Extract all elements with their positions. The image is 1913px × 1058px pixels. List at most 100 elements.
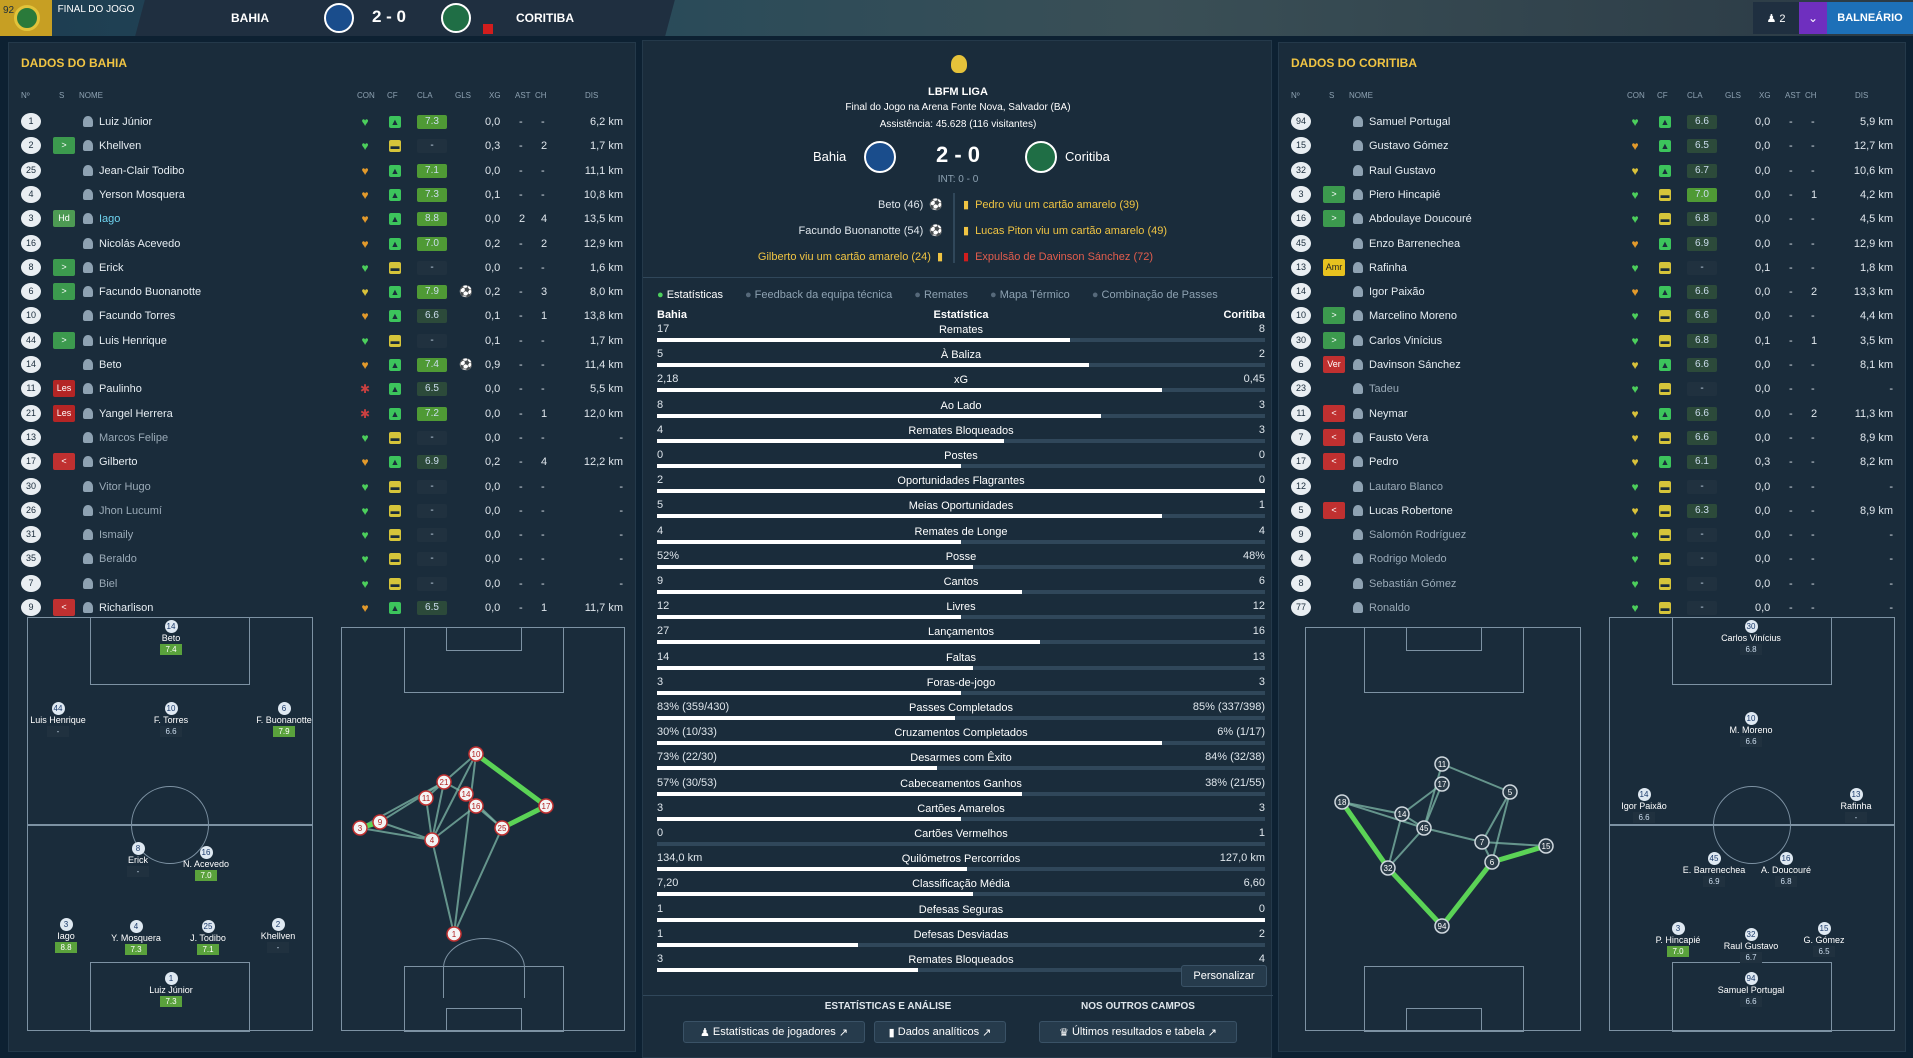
player-row[interactable]: 32 Raul Gustavo ♥ ▲ 6.7 0,0 - - 10,6 km [1279,161,1905,181]
player-name[interactable]: Paulinho [99,383,142,396]
player-row[interactable]: 13 Amr Rafinha ♥ ▬ - 0,1 - - 1,8 km [1279,258,1905,278]
player-name[interactable]: Salomón Rodríguez [1369,529,1467,542]
tab-0[interactable]: ● Estatísticas [657,289,723,301]
chevron-down-icon[interactable]: ⌄ [1799,2,1827,34]
player-row[interactable]: 4 Yerson Mosquera ♥ ▲ 7.3 0,1 - - 10,8 km [9,185,635,205]
tab-4[interactable]: ● Combinação de Passes [1091,289,1218,301]
header-cf[interactable]: CF [387,91,398,100]
player-row[interactable]: 94 Samuel Portugal ♥ ▲ 6.6 0,0 - - 5,9 km [1279,113,1905,132]
player-name[interactable]: Gilberto [99,456,138,469]
player-row[interactable]: 17 < Pedro ♥ ▲ 6.1 0,3 - - 8,2 km [1279,453,1905,472]
player-name[interactable]: Marcos Felipe [99,431,169,444]
player-row[interactable]: 8 Sebastián Gómez ♥ ▬ - 0,0 - - - [1279,574,1905,594]
formation-player[interactable]: 45 E. Barrenechea 6.9 [1679,852,1749,887]
formation-player[interactable]: 25 J. Todibo 7.1 [173,920,243,955]
player-name[interactable]: Lucas Robertone [1369,504,1453,517]
player-row[interactable]: 8 > Erick ♥ ▬ - 0,0 - - 1,6 km [9,258,635,278]
header-no[interactable]: Nº [21,91,30,100]
player-name[interactable]: Yangel Herrera [99,407,173,420]
player-row[interactable]: 25 Jean-Clair Todibo ♥ ▲ 7.1 0,0 - - 11,1 km [9,161,635,181]
player-row[interactable]: 1 Luiz Júnior ♥ ▲ 7.3 0,0 - - 6,2 km [9,113,635,132]
player-name[interactable]: Neymar [1369,407,1408,420]
player-name[interactable]: Raul Gustavo [1369,164,1436,177]
player-row[interactable]: 45 Enzo Barrenechea ♥ ▲ 6.9 0,0 - - 12,9 km [1279,234,1905,254]
latest-results-button[interactable]: ♛ Últimos resultados e tabela ↗ [1039,1021,1237,1043]
player-name[interactable]: Jean-Clair Todibo [99,164,185,177]
player-row[interactable]: 30 > Carlos Vinícius ♥ ▬ 6.8 0,1 - 1 3,5 km [1279,331,1905,351]
player-row[interactable]: 7 Biel ♥ ▬ - 0,0 - - - [9,574,635,594]
player-row[interactable]: 11 < Neymar ♥ ▲ 6.6 0,0 - 2 11,3 km [1279,404,1905,424]
header-dis[interactable]: DIS [585,91,599,100]
player-name[interactable]: Ronaldo [1369,602,1410,614]
player-row[interactable]: 14 Igor Paixão ♥ ▲ 6.6 0,0 - 2 13,3 km [1279,283,1905,302]
formation-player[interactable]: 10 M. Moreno 6.6 [1716,712,1786,747]
player-name[interactable]: Tadeu [1369,383,1399,396]
player-row[interactable]: 10 Facundo Torres ♥ ▲ 6.6 0,1 - 1 13,8 km [9,307,635,326]
club-logo[interactable]: 92 [0,0,52,36]
player-name[interactable]: Lautaro Blanco [1369,480,1443,493]
player-name[interactable]: Erick [99,261,124,274]
player-name[interactable]: Luiz Júnior [99,116,153,128]
player-row[interactable]: 12 Lautaro Blanco ♥ ▬ - 0,0 - - - [1279,477,1905,497]
player-row[interactable]: 9 Salomón Rodríguez ♥ ▬ - 0,0 - - - [1279,526,1905,545]
player-name[interactable]: Rafinha [1369,261,1407,274]
formation-player[interactable]: 16 N. Acevedo 7.0 [171,846,241,881]
player-row[interactable]: 16 > Abdoulaye Doucouré ♥ ▬ 6.8 0,0 - - 4,5 km [1279,210,1905,229]
header-ch[interactable]: CH [535,91,547,100]
player-name[interactable]: Gustavo Gómez [1369,140,1449,153]
formation-player[interactable]: 4 Y. Mosquera 7.3 [101,920,171,955]
formation-player[interactable]: 15 G. Gómez 6.5 [1789,922,1859,957]
player-row[interactable]: 4 Rodrigo Moledo ♥ ▬ - 0,0 - - - [1279,550,1905,569]
header-no[interactable]: Nº [1291,91,1300,100]
header-ast[interactable]: AST [1785,91,1801,100]
formation-player[interactable]: 14 Beto 7.4 [136,620,206,655]
tab-3[interactable]: ● Mapa Térmico [990,289,1070,301]
player-row[interactable]: 10 > Marcelino Moreno ♥ ▬ 6.6 0,0 - - 4,4 km [1279,307,1905,326]
formation-player[interactable]: 3 P. Hincapié 7.0 [1643,922,1713,957]
formation-player[interactable]: 13 Rafinha - [1821,788,1891,823]
player-row[interactable]: 7 < Fausto Vera ♥ ▬ 6.6 0,0 - - 8,9 km [1279,428,1905,448]
player-name[interactable]: Ismaily [99,529,134,542]
player-row[interactable]: 44 > Luis Henrique ♥ ▬ - 0,1 - - 1,7 km [9,331,635,351]
analytics-button[interactable]: ▮ Dados analíticos ↗ [874,1021,1006,1043]
player-row[interactable]: 17 < Gilberto ♥ ▲ 6.9 0,2 - 4 12,2 km [9,453,635,472]
formation-player[interactable]: 2 Khellven - [243,918,313,953]
player-row[interactable]: 6 > Facundo Buonanotte ♥ ▲ 7.9 ⚽ 0,2 - 3 8,0 km [9,283,635,302]
formation-player[interactable]: 44 Luis Henrique - [23,702,93,737]
header-s[interactable]: S [59,91,65,100]
player-name[interactable]: Rodrigo Moledo [1369,553,1447,566]
player-row[interactable]: 5 < Lucas Robertone ♥ ▬ 6.3 0,0 - - 8,9 km [1279,501,1905,521]
player-row[interactable]: 30 Vitor Hugo ♥ ▬ - 0,0 - - - [9,477,635,497]
player-name[interactable]: Abdoulaye Doucouré [1369,213,1472,226]
header-name[interactable]: NOME [79,91,103,100]
player-row[interactable]: 2 > Khellven ♥ ▬ - 0,3 - 2 1,7 km [9,137,635,156]
header-cla[interactable]: CLA [417,91,433,100]
player-row[interactable]: 23 Tadeu ♥ ▬ - 0,0 - - - [1279,380,1905,399]
player-row[interactable]: 16 Nicolás Acevedo ♥ ▲ 7.0 0,2 - 2 12,9 km [9,234,635,254]
player-row[interactable]: 15 Gustavo Gómez ♥ ▲ 6.5 0,0 - - 12,7 km [1279,137,1905,156]
player-name[interactable]: Fausto Vera [1369,431,1429,444]
player-row[interactable]: 21 Les Yangel Herrera ✱ ▲ 7.2 0,0 - 1 12,0 km [9,404,635,424]
header-ast[interactable]: AST [515,91,531,100]
changing-room-button[interactable]: BALNEÁRIO [1827,2,1913,34]
player-name[interactable]: Beraldo [99,553,137,566]
player-name[interactable]: Igor Paixão [1369,286,1425,299]
tab-1[interactable]: ● Feedback da equipa técnica [744,289,893,301]
player-row[interactable]: 6 Ver Davinson Sánchez ♥ ▲ 6.6 0,0 - - 8,1 km [1279,356,1905,375]
header-con[interactable]: CON [357,91,375,100]
player-row[interactable]: 26 Jhon Lucumí ♥ ▬ - 0,0 - - - [9,501,635,521]
header-ch[interactable]: CH [1805,91,1817,100]
player-row[interactable]: 77 Ronaldo ♥ ▬ - 0,0 - - - [1279,599,1905,618]
header-dis[interactable]: DIS [1855,91,1869,100]
header-cf[interactable]: CF [1657,91,1668,100]
header-xg[interactable]: XG [489,91,501,100]
formation-player[interactable]: 10 F. Torres 6.6 [136,702,206,737]
player-row[interactable]: 14 Beto ♥ ▲ 7.4 ⚽ 0,9 - - 11,4 km [9,356,635,375]
formation-player[interactable]: 16 A. Doucouré 6.8 [1751,852,1821,887]
player-row[interactable]: 35 Beraldo ♥ ▬ - 0,0 - - - [9,550,635,569]
header-con[interactable]: CON [1627,91,1645,100]
player-name[interactable]: Sebastián Gómez [1369,577,1457,590]
formation-player[interactable]: 94 Samuel Portugal 6.6 [1716,972,1786,1007]
customize-button[interactable]: Personalizar [1181,965,1267,987]
tab-2[interactable]: ● Remates [914,289,968,301]
